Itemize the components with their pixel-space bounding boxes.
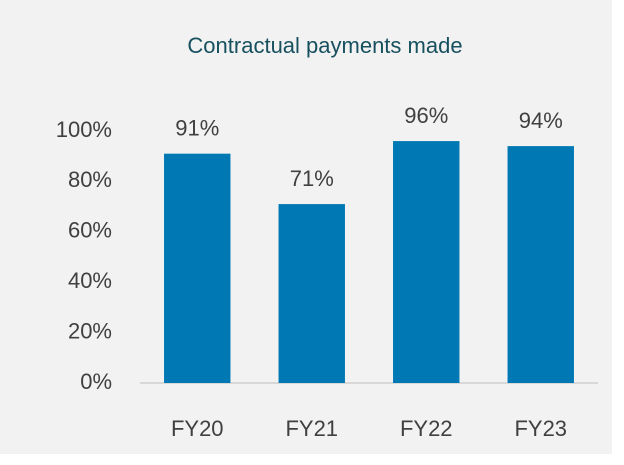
- bar: [278, 204, 345, 383]
- data-label: 96%: [404, 103, 448, 128]
- x-tick-label: FY20: [171, 416, 224, 441]
- x-tick-label: FY23: [514, 416, 567, 441]
- y-tick-label: 100%: [56, 117, 112, 142]
- y-tick-label: 20%: [68, 318, 112, 343]
- data-label: 71%: [290, 166, 334, 191]
- chart-title: Contractual payments made: [187, 33, 462, 58]
- bar: [164, 153, 231, 383]
- data-label: 94%: [519, 108, 563, 133]
- y-tick-label: 60%: [68, 218, 112, 243]
- bar: [507, 146, 574, 383]
- bar: [393, 141, 460, 383]
- y-tick-label: 40%: [68, 268, 112, 293]
- y-tick-label: 80%: [68, 167, 112, 192]
- x-tick-label: FY22: [400, 416, 453, 441]
- data-label: 91%: [175, 115, 219, 140]
- x-tick-label: FY21: [285, 416, 338, 441]
- y-tick-label: 0%: [80, 369, 112, 394]
